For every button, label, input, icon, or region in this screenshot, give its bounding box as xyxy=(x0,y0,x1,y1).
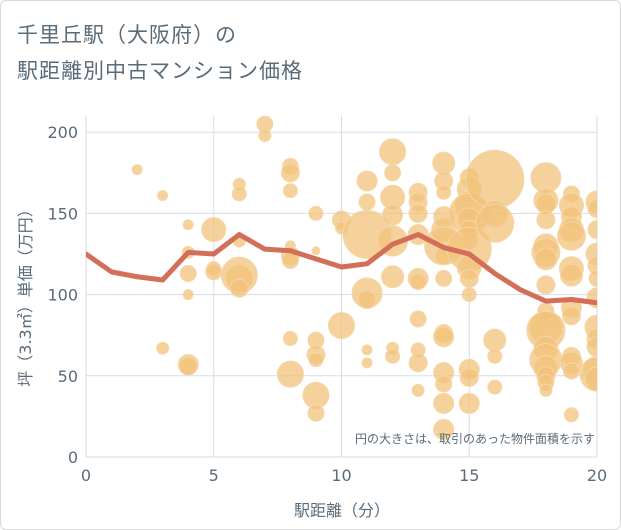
bubble-point xyxy=(307,404,325,422)
bubble-point xyxy=(584,366,597,392)
bubble-point xyxy=(358,193,376,211)
bubble-point xyxy=(536,275,556,295)
bubble-point xyxy=(556,221,586,251)
bubbles xyxy=(131,116,597,440)
bubble-point xyxy=(379,138,407,166)
x-tick-label: 20 xyxy=(587,466,607,485)
bubble-point xyxy=(559,263,583,287)
x-tick-label: 5 xyxy=(209,466,219,485)
bubble-point xyxy=(384,164,402,182)
y-axis-label: 坪（3.3㎡）単価（万円） xyxy=(16,201,35,386)
chart-title-line1: 千里丘駅（大阪府）の xyxy=(17,23,237,47)
bubble-point xyxy=(179,265,197,283)
bubble-point xyxy=(229,278,249,298)
bubble-point xyxy=(409,273,427,291)
bubble-point xyxy=(539,383,553,397)
bubble-point xyxy=(433,326,455,348)
bubble-point xyxy=(302,381,330,409)
x-tick-label: 15 xyxy=(459,466,479,485)
bubble-point xyxy=(433,392,455,414)
bubble-point xyxy=(536,210,556,230)
y-tick-label: 200 xyxy=(47,123,78,142)
bubble-point xyxy=(231,186,247,202)
x-tick-label: 10 xyxy=(331,466,351,485)
bubble-point xyxy=(308,205,324,221)
bubble-point xyxy=(382,204,404,226)
bubble-point xyxy=(157,190,169,202)
chart-title-line2: 駅距離別中古マンション価格 xyxy=(17,59,303,83)
bubble-point xyxy=(280,163,300,183)
average-price-line xyxy=(86,232,597,306)
bubble-point xyxy=(385,348,401,364)
bubble-point xyxy=(436,184,452,200)
bubble-point xyxy=(308,352,324,368)
size-annotation: 円の大きさは、取引のあった物件面積を示す xyxy=(355,431,595,446)
bubble-point xyxy=(435,375,453,393)
bubble-point xyxy=(562,362,580,380)
bubble-point xyxy=(182,289,194,301)
bubble-point xyxy=(465,149,525,209)
bubble-point xyxy=(361,357,373,369)
x-tick-label: 0 xyxy=(81,466,91,485)
average-line xyxy=(86,232,597,306)
bubble-point xyxy=(587,199,597,219)
bubble-point xyxy=(156,341,170,355)
bubble-point xyxy=(487,379,503,395)
bubble-point xyxy=(563,407,579,423)
y-tick-label: 150 xyxy=(47,204,78,223)
bubble-point xyxy=(178,356,198,376)
bubble-point xyxy=(433,418,455,440)
bubble-point xyxy=(328,311,355,339)
bubble-point xyxy=(483,328,507,352)
bubble-point xyxy=(458,392,480,414)
bubble-point xyxy=(475,203,515,243)
bubble-point xyxy=(258,128,272,142)
bubble-point xyxy=(357,289,377,309)
bubble-point xyxy=(205,263,223,281)
bubble-point xyxy=(586,336,597,358)
bubble-point xyxy=(276,360,304,388)
bubble-point xyxy=(356,170,378,192)
bubble-point xyxy=(381,265,405,289)
bubble-point xyxy=(461,287,477,303)
bubble-point xyxy=(131,164,143,176)
y-tick-label: 0 xyxy=(68,448,78,467)
bubble-point xyxy=(487,348,503,364)
bubble-point xyxy=(282,183,298,199)
y-tick-label: 100 xyxy=(47,286,78,305)
bubble-point xyxy=(282,330,298,346)
bubble-point xyxy=(408,203,428,223)
bubble-point xyxy=(409,310,427,328)
bubble-point xyxy=(361,344,373,356)
bubble-point xyxy=(435,269,453,287)
bubble-point xyxy=(561,306,581,326)
bubble-point xyxy=(311,246,321,256)
bubble-point xyxy=(459,268,479,288)
bubble-point xyxy=(182,219,194,231)
y-tick-label: 50 xyxy=(58,367,78,386)
bubble-point xyxy=(588,269,597,287)
bubble-point xyxy=(201,217,227,243)
bubble-point xyxy=(587,220,597,240)
bubble-point xyxy=(587,255,597,275)
bubble-point xyxy=(411,383,425,397)
bubble-point xyxy=(459,367,479,387)
bubble-point xyxy=(534,247,558,271)
bubble-point xyxy=(432,151,456,175)
bubble-point xyxy=(408,353,428,373)
x-axis-label: 駅距離（分） xyxy=(294,501,390,520)
